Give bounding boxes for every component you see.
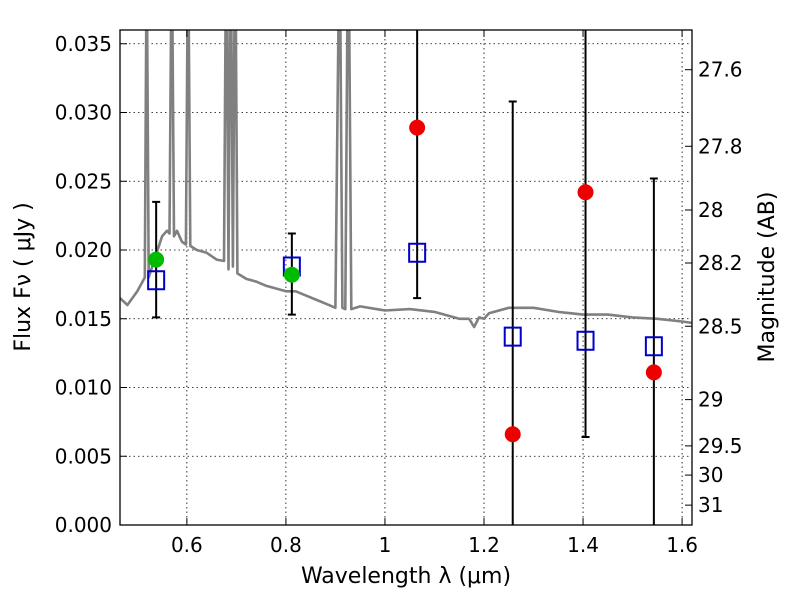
observed-flux-point-red <box>645 364 662 381</box>
model-flux-point <box>408 242 427 263</box>
model-flux-point <box>147 270 166 291</box>
series-group <box>120 30 692 525</box>
x-tick-label: 0.6 <box>171 533 203 557</box>
y-tick-label: 0.025 <box>55 169 112 193</box>
model-flux-point <box>644 336 663 357</box>
axis-ticks: 0.6 0.8 1 1.2 1.4 1.6 0.000 0.005 0.010 0.015 0.02… <box>55 30 743 557</box>
x-tick-label: 1.4 <box>567 533 599 557</box>
observed-flux-point-red <box>409 119 426 136</box>
mag-tick-label: 28.2 <box>698 251 743 275</box>
mag-tick-label: 31 <box>698 493 723 517</box>
x-tick-label: 0.8 <box>270 533 302 557</box>
mag-tick-label: 27.6 <box>698 58 743 82</box>
y2-axis-label: Magnitude (AB) <box>755 192 780 363</box>
spectrum-line <box>120 30 692 329</box>
mag-tick-label: 29 <box>698 388 723 412</box>
y-tick-label: 0.015 <box>55 307 112 331</box>
observed-flux-point-green <box>148 251 165 268</box>
model-flux-point <box>576 330 595 351</box>
x-tick-label: 1 <box>379 533 392 557</box>
y-tick-label: 0.030 <box>55 101 112 125</box>
grid-lines <box>120 30 692 526</box>
y-axis-label: Flux Fν ( μJy ) <box>11 202 36 351</box>
y-tick-label: 0.000 <box>55 513 112 537</box>
y-tick-label: 0.010 <box>55 376 112 400</box>
mag-tick-label: 28 <box>698 198 723 222</box>
observed-flux-point-red <box>577 184 594 201</box>
x-tick-label: 1.6 <box>666 533 698 557</box>
mag-tick-label: 28.5 <box>698 314 743 338</box>
plot-frame <box>119 29 693 526</box>
y-tick-label: 0.035 <box>55 32 112 56</box>
mag-tick-label: 27.8 <box>698 134 743 158</box>
y-tick-label: 0.020 <box>55 238 112 262</box>
plot-area <box>120 30 692 525</box>
x-tick-label: 1.2 <box>468 533 500 557</box>
observed-flux-point-green <box>283 266 300 283</box>
mag-tick-label: 29.5 <box>698 434 743 458</box>
y-tick-label: 0.005 <box>55 444 112 468</box>
observed-flux-point-red <box>504 426 521 443</box>
model-flux-point <box>503 326 522 347</box>
mag-tick-label: 30 <box>698 463 723 487</box>
x-axis-label: Wavelength λ (μm) <box>301 564 511 589</box>
